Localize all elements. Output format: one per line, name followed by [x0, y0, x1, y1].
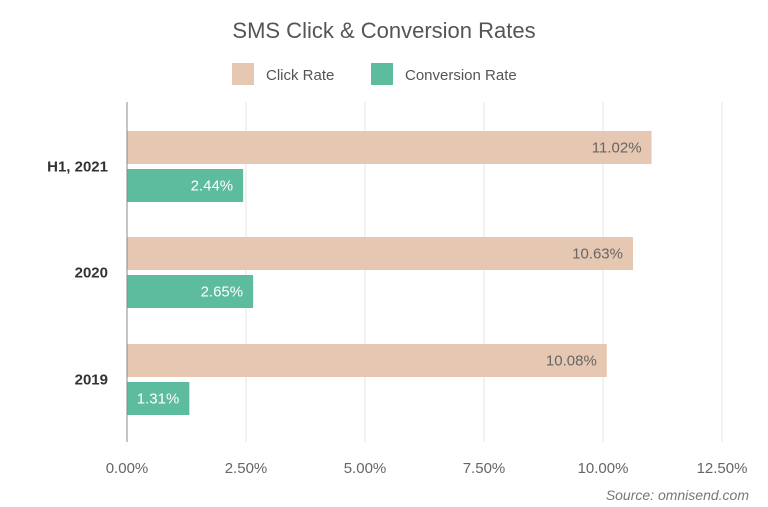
- x-tick-label: 2.50%: [225, 460, 268, 477]
- legend-swatch-click-rate: [232, 63, 254, 85]
- data-label: 2.65%: [201, 284, 244, 301]
- bar-click-rate: [127, 237, 633, 270]
- data-label: 11.02%: [592, 140, 642, 157]
- labels: 0.00% 2.50% 5.00% 7.50% 10.00% 12.50% 11.02% 2.…: [47, 140, 747, 478]
- legend-label-click-rate: Click Rate: [266, 67, 334, 84]
- source-note: Source: omnisend.com: [606, 487, 750, 503]
- data-label: 2.44%: [191, 178, 234, 195]
- bars: [127, 131, 652, 415]
- category-label: H1, 2021: [47, 159, 108, 176]
- category-label: 2019: [75, 372, 108, 389]
- x-tick-label: 7.50%: [463, 460, 506, 477]
- x-tick-label: 12.50%: [697, 460, 748, 477]
- bar-click-rate: [127, 131, 652, 164]
- bar-conversion-rate: [127, 275, 254, 308]
- data-label: 10.63%: [572, 246, 623, 263]
- x-tick-label: 10.00%: [578, 460, 629, 477]
- data-label: 1.31%: [137, 391, 180, 408]
- bar-conversion-rate: [127, 382, 190, 415]
- x-tick-label: 5.00%: [344, 460, 387, 477]
- category-label: 2020: [75, 265, 108, 282]
- bar-click-rate: [127, 344, 607, 377]
- data-label: 10.08%: [546, 353, 597, 370]
- legend: Click Rate Conversion Rate: [232, 63, 517, 85]
- chart-title: SMS Click & Conversion Rates: [232, 18, 535, 43]
- legend-swatch-conversion-rate: [371, 63, 393, 85]
- x-tick-label: 0.00%: [106, 460, 149, 477]
- legend-label-conversion-rate: Conversion Rate: [405, 67, 517, 84]
- bar-conversion-rate: [127, 169, 244, 202]
